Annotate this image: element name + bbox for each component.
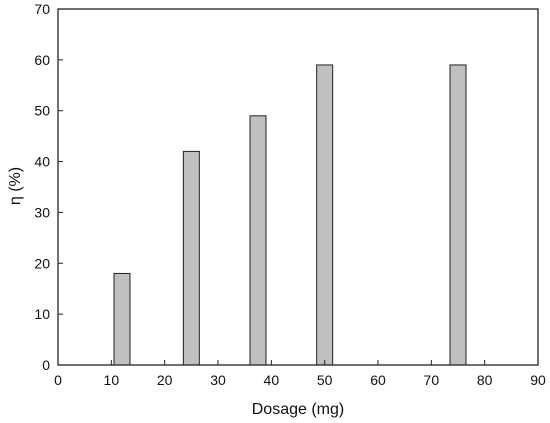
x-tick-label: 20	[157, 372, 173, 388]
y-tick-label: 50	[34, 103, 50, 119]
x-tick-label: 50	[317, 372, 333, 388]
y-tick-label: 0	[42, 357, 50, 373]
y-tick-label: 10	[34, 306, 50, 322]
bar	[316, 64, 334, 366]
x-axis-ticks: 0 10 20 30 40 50 60 70 80 90	[54, 360, 546, 388]
y-tick-label: 30	[34, 204, 50, 220]
y-tick-label: 70	[34, 1, 50, 17]
plot-frame	[57, 8, 539, 366]
y-axis-title: η (%)	[7, 167, 24, 205]
bar	[113, 272, 131, 366]
bar	[182, 150, 200, 366]
y-axis-ticks: 0 10 20 30 40 50 60 70	[34, 1, 63, 373]
x-tick-label: 90	[530, 372, 546, 388]
bar	[449, 64, 467, 366]
y-tick-label: 40	[34, 154, 50, 170]
x-tick-label: 80	[477, 372, 493, 388]
x-tick-label: 70	[424, 372, 440, 388]
y-tick-label: 60	[34, 52, 50, 68]
x-tick-label: 10	[104, 372, 120, 388]
x-tick-label: 30	[210, 372, 226, 388]
x-axis-title: Dosage (mg)	[252, 401, 344, 418]
bar	[249, 115, 267, 366]
y-tick-label: 20	[34, 255, 50, 271]
bars-group	[113, 64, 467, 366]
x-tick-label: 60	[370, 372, 386, 388]
x-tick-label: 0	[54, 372, 62, 388]
x-tick-label: 40	[264, 372, 280, 388]
